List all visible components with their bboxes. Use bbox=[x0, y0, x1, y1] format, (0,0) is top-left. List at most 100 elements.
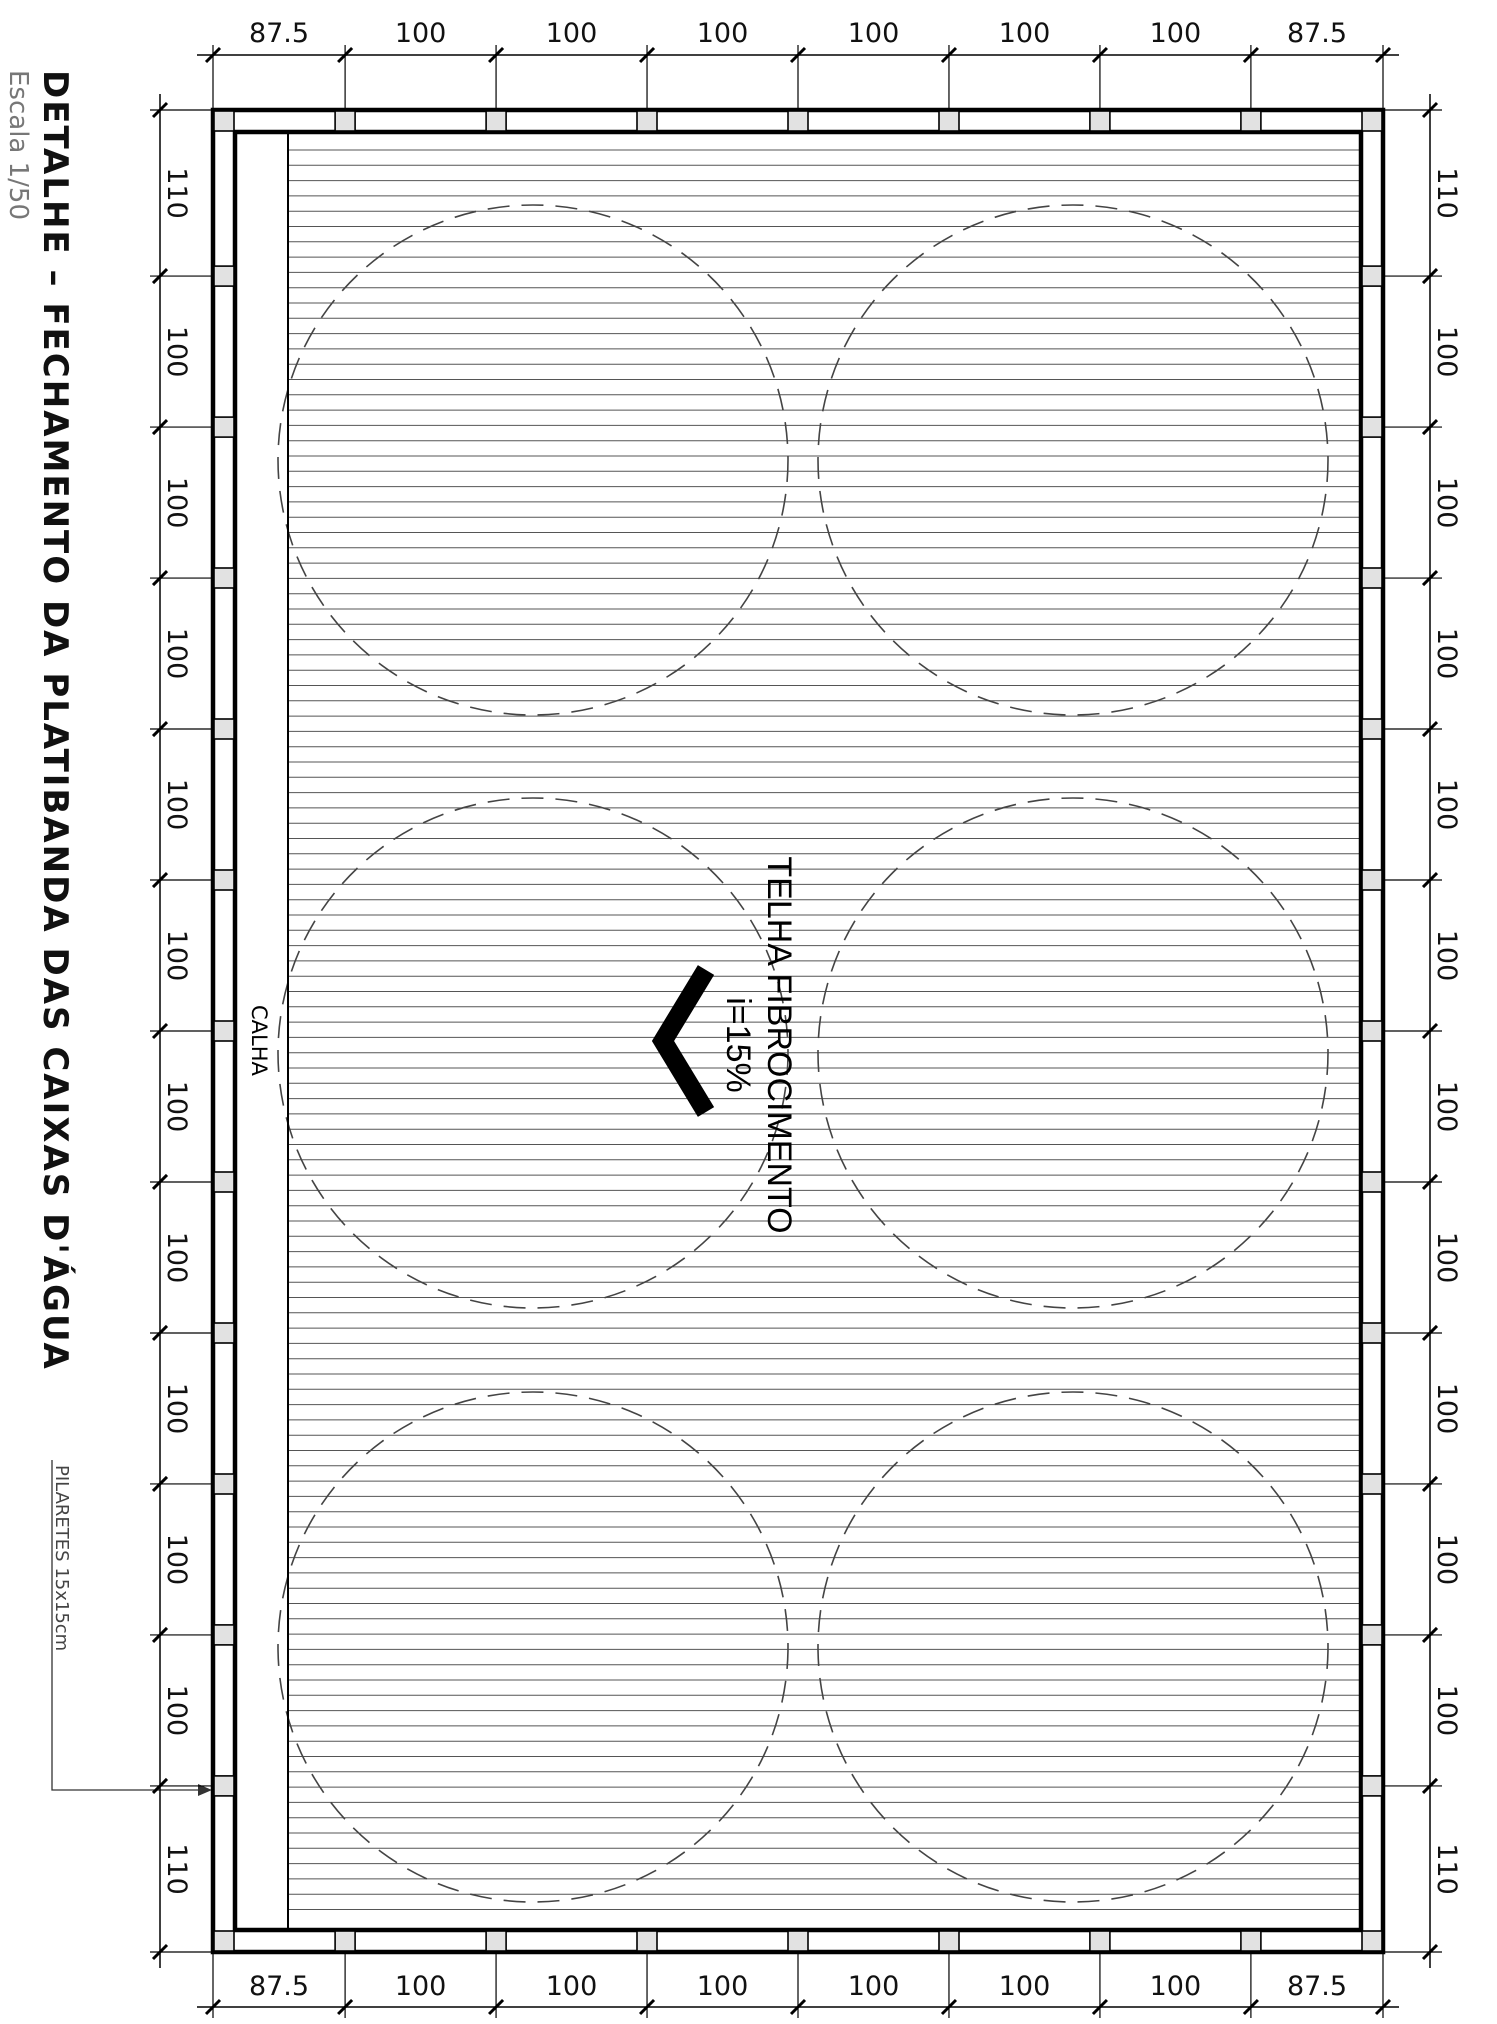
drawing-scale: Escala 1/50 bbox=[3, 70, 33, 220]
pillar bbox=[1089, 1930, 1111, 1952]
pillar bbox=[1361, 1775, 1383, 1797]
dimension-tick bbox=[1421, 1173, 1439, 1191]
pillar bbox=[213, 567, 235, 589]
dimension-label: 100 bbox=[1150, 1971, 1202, 2002]
dimension-tick bbox=[151, 720, 169, 738]
dimension-label: 100 bbox=[161, 930, 192, 982]
dimension-label: 110 bbox=[1431, 1843, 1462, 1895]
roof-slope-label: i=15% bbox=[719, 997, 757, 1092]
pillar bbox=[1361, 718, 1383, 740]
pillar bbox=[213, 1171, 235, 1193]
dimension-label: 100 bbox=[848, 1971, 900, 2002]
dimension-label: 87.5 bbox=[1287, 18, 1347, 49]
dimension-lines: 87.5 87.5 100 100 100 100 100 100 100 100 100 100 10… bbox=[150, 18, 1462, 2018]
dimension-label: 100 bbox=[697, 1971, 749, 2002]
dimension-tick bbox=[1242, 46, 1259, 64]
pillar bbox=[334, 1930, 356, 1952]
pillar bbox=[1361, 1322, 1383, 1344]
dimension-tick bbox=[1421, 101, 1439, 119]
dimension-tick bbox=[151, 419, 169, 436]
pillar bbox=[1361, 1171, 1383, 1193]
pillar bbox=[213, 416, 235, 438]
dimension-label: 100 bbox=[161, 1081, 192, 1133]
dimension-tick bbox=[488, 1998, 505, 2016]
dimension-tick bbox=[1421, 1475, 1439, 1493]
pillar bbox=[787, 110, 809, 132]
dimension-label: 87.5 bbox=[249, 1971, 309, 2002]
dimension-label: 100 bbox=[1431, 1383, 1462, 1435]
dimension-tick bbox=[151, 1777, 169, 1794]
pillar-note-leader bbox=[51, 1460, 205, 1791]
dimension-label: 100 bbox=[395, 1971, 447, 2002]
dimension-tick bbox=[1421, 268, 1439, 285]
dimension-label: 87.5 bbox=[249, 18, 309, 49]
dimension-tick bbox=[1421, 1324, 1439, 1342]
dimension-tick bbox=[151, 569, 169, 587]
dimension-label: 100 bbox=[546, 1971, 598, 2002]
dimension-label: 100 bbox=[1431, 1685, 1462, 1737]
roof-material-label: TELHA FIBROCIMENTO bbox=[760, 856, 798, 1233]
dimension-tick bbox=[1421, 569, 1439, 587]
pillars bbox=[213, 110, 1383, 1952]
dimension-tick bbox=[337, 46, 354, 64]
dimension-tick bbox=[488, 46, 505, 64]
dimension-tick bbox=[151, 1324, 169, 1342]
pillar bbox=[938, 110, 960, 132]
pillar bbox=[213, 265, 235, 287]
dimension-label: 100 bbox=[1431, 628, 1462, 680]
dimension-label: 100 bbox=[999, 18, 1051, 49]
water-tank-circle bbox=[817, 1391, 1329, 1903]
pillar bbox=[213, 1775, 235, 1797]
gutter-label: CALHA bbox=[247, 1005, 271, 1077]
dimension-label: 110 bbox=[161, 1843, 192, 1895]
pillar bbox=[213, 110, 235, 132]
pillar-note-arrowhead bbox=[198, 1784, 212, 1796]
dimension-tick bbox=[1242, 1998, 1259, 2016]
dimension-tick bbox=[151, 1022, 169, 1040]
pillar bbox=[636, 1930, 658, 1952]
pillar-note-text: PILARETES 15x15cm bbox=[51, 1465, 72, 1651]
water-tank-circle bbox=[817, 204, 1329, 716]
dimension-label: 100 bbox=[161, 1383, 192, 1435]
pillar bbox=[213, 1020, 235, 1042]
dimension-label: 110 bbox=[161, 167, 192, 219]
dimension-tick bbox=[638, 46, 656, 64]
pillar bbox=[1361, 1473, 1383, 1495]
drawing-title: DETALHE – FECHAMENTO DA PLATIBANDA DAS C… bbox=[35, 70, 76, 1371]
pillar bbox=[334, 110, 356, 132]
dimension-label: 100 bbox=[1431, 477, 1462, 529]
water-tank-circle bbox=[277, 1391, 789, 1903]
dimension-tick bbox=[1091, 1998, 1108, 2016]
parapet-inner-wall bbox=[232, 129, 1364, 1933]
water-tank-circle bbox=[817, 797, 1329, 1309]
dimension-tick bbox=[204, 1998, 222, 2016]
pillar bbox=[1361, 110, 1383, 132]
dimension-tick bbox=[1091, 46, 1108, 64]
dimension-label: 100 bbox=[1431, 1232, 1462, 1284]
dimension-label: 100 bbox=[848, 18, 900, 49]
dimension-tick bbox=[1374, 1998, 1392, 2016]
pillar bbox=[213, 1473, 235, 1495]
dimension-label: 100 bbox=[1431, 779, 1462, 831]
pillar-note: PILARETES 15x15cm bbox=[51, 1460, 212, 1796]
dimension-tick bbox=[940, 46, 958, 64]
dimension-label: 100 bbox=[1431, 930, 1462, 982]
pillar bbox=[1361, 1930, 1383, 1952]
dimension-label: 100 bbox=[161, 477, 192, 529]
pillar bbox=[938, 1930, 960, 1952]
dimension-label: 100 bbox=[161, 628, 192, 680]
pillar bbox=[1361, 869, 1383, 891]
water-tank-circle bbox=[277, 797, 789, 1309]
pillar bbox=[213, 1930, 235, 1952]
pillar bbox=[636, 110, 658, 132]
dimension-tick bbox=[151, 1626, 169, 1643]
dimension-tick bbox=[151, 871, 169, 889]
dimension-tick bbox=[1374, 46, 1392, 64]
dimension-tick bbox=[151, 1173, 169, 1191]
dimension-tick bbox=[638, 1998, 656, 2016]
pillar bbox=[213, 1624, 235, 1646]
dimension-tick bbox=[789, 46, 807, 64]
dimension-label: 100 bbox=[161, 326, 192, 378]
dimension-tick bbox=[151, 101, 169, 119]
